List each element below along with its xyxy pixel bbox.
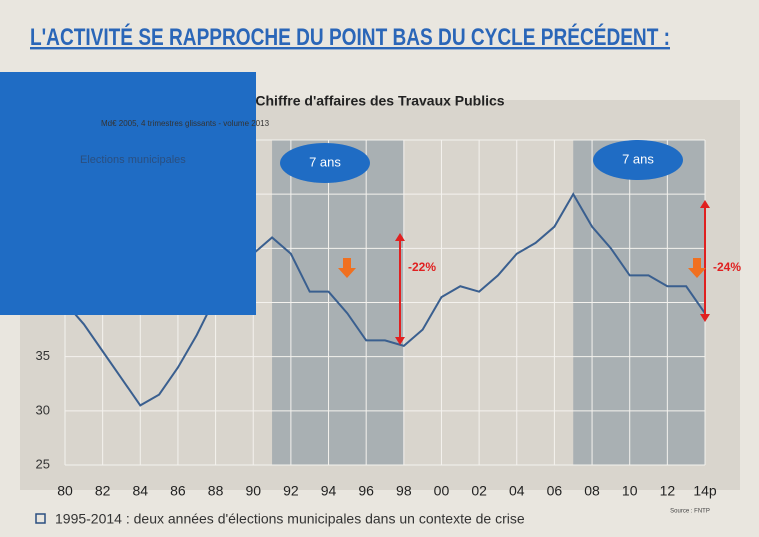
x-tick-label: 14p xyxy=(693,483,717,499)
legend-text: Elections municipales xyxy=(80,154,186,166)
x-tick-label: 02 xyxy=(471,483,487,499)
x-tick-label: 12 xyxy=(660,483,676,499)
source: Source : FNTP xyxy=(670,509,710,515)
y-tick-label: 25 xyxy=(36,456,50,471)
y-tick-label: 30 xyxy=(36,402,50,417)
x-tick-label: 00 xyxy=(434,483,450,499)
slide: 2530354045505580828486889092949698000204… xyxy=(0,0,759,532)
y-tick-label: 35 xyxy=(36,348,50,363)
annotation: -24% xyxy=(713,260,741,274)
chart-subtitle: Md€ 2005, 4 trimestres glissants - volum… xyxy=(101,119,270,128)
chart-title: Chiffre d'affaires des Travaux Publics xyxy=(255,93,504,109)
annotation: -22% xyxy=(408,260,436,274)
slide-title: L'ACTIVITÉ SE RAPPROCHE DU POINT BAS DU … xyxy=(30,23,670,51)
x-tick-label: 90 xyxy=(245,483,261,499)
footer: 1995-2014 : deux années d'élections muni… xyxy=(55,511,525,527)
x-tick-label: 84 xyxy=(133,483,149,499)
page: {"slide_title": "L'ACTIVITÉ SE RAPPROCHE… xyxy=(0,0,759,532)
annotation: 7 ans xyxy=(309,154,341,169)
x-tick-label: 92 xyxy=(283,483,299,499)
x-tick-label: 08 xyxy=(584,483,600,499)
x-tick-label: 80 xyxy=(57,483,73,499)
x-tick-label: 06 xyxy=(547,483,563,499)
bullet xyxy=(36,514,45,523)
overlay-box xyxy=(0,72,256,315)
x-tick-label: 86 xyxy=(170,483,186,499)
annotation: 7 ans xyxy=(622,151,654,166)
x-tick-label: 94 xyxy=(321,483,337,499)
x-tick-label: 96 xyxy=(358,483,374,499)
x-tick-label: 88 xyxy=(208,483,224,499)
x-tick-label: 82 xyxy=(95,483,111,499)
x-tick-label: 98 xyxy=(396,483,412,499)
x-tick-label: 10 xyxy=(622,483,638,499)
x-tick-label: 04 xyxy=(509,483,525,499)
